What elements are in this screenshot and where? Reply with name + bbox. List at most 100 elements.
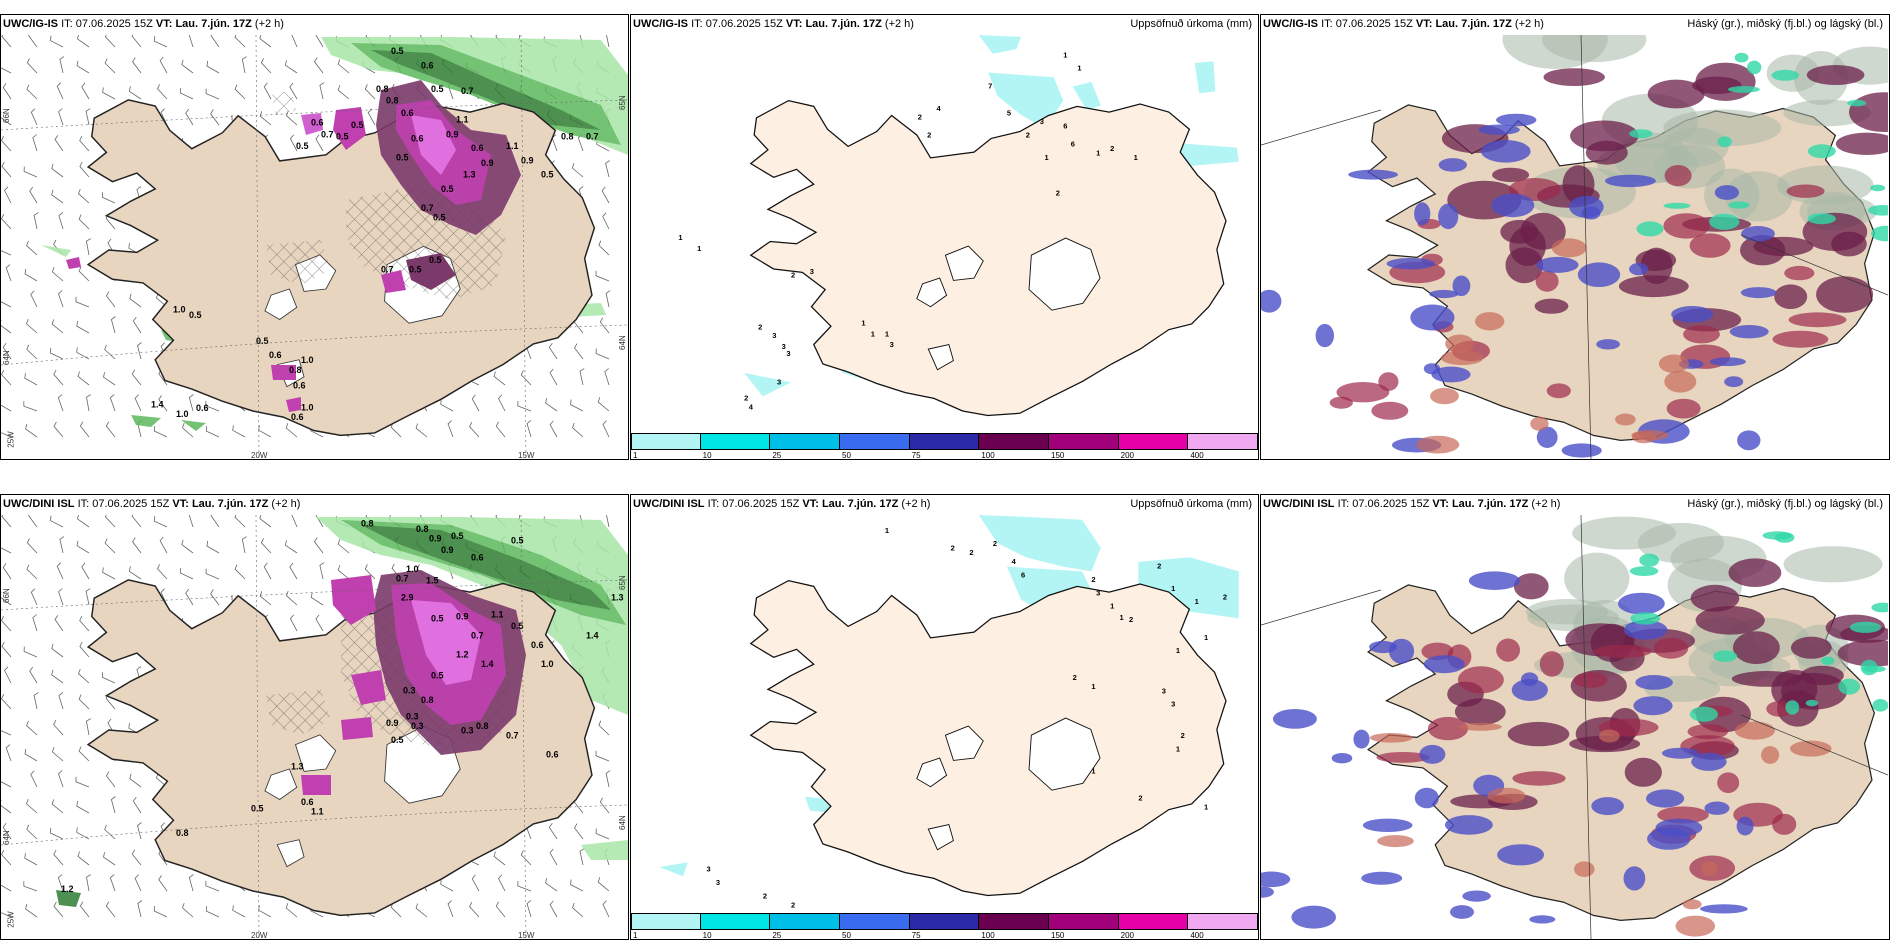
wind-barb (1, 111, 12, 126)
wind-barb (314, 57, 324, 74)
wind-barb (76, 801, 90, 814)
value-label: 1 (1195, 597, 1199, 606)
wind-barb (77, 515, 90, 528)
wind-barb (137, 342, 142, 360)
value-label: 0.6 (411, 133, 424, 143)
colorbar-tick: 100 (981, 931, 995, 940)
wind-barb (109, 874, 116, 892)
wind-barb (158, 875, 168, 892)
wind-barb (105, 421, 116, 438)
cloud-blob (1427, 716, 1469, 741)
cloud-blob (1546, 383, 1571, 399)
wind-barb (598, 240, 610, 256)
cloud-blob (1867, 205, 1888, 216)
grid-lines (1261, 35, 1888, 459)
cloud-blob (1734, 721, 1775, 740)
cloud-blob (1561, 443, 1602, 458)
wind-barb (232, 425, 246, 438)
cloud-blob (1497, 844, 1545, 866)
cloud-blob (1362, 818, 1413, 832)
value-label: 0.9 (429, 534, 442, 544)
value-label: 0.6 (311, 117, 324, 127)
wind-barb (33, 692, 39, 710)
cloud-blob (1535, 270, 1559, 292)
cloud-blob (1664, 165, 1692, 187)
wind-barb (128, 86, 142, 100)
wind-barb (1, 694, 12, 710)
wind-barb (58, 290, 64, 308)
wind-barb (155, 293, 168, 308)
wind-barb (574, 823, 584, 840)
lat-label-64: 64N (2, 830, 11, 845)
wind-barb (598, 720, 610, 736)
value-label: 2 (763, 891, 767, 900)
cloud-blob (1695, 62, 1756, 101)
wind-barb (2, 342, 12, 360)
wind-barb (76, 347, 90, 360)
colorbar-swatch (700, 913, 771, 930)
cloud-blob (1663, 213, 1710, 239)
wind-barb (153, 905, 168, 918)
wind-barb (25, 903, 38, 918)
wind-barb (53, 421, 64, 438)
wind-barb (26, 720, 38, 736)
wind-barb (131, 849, 142, 866)
value-label: 1.1 (491, 610, 504, 620)
wind-barb (26, 798, 38, 814)
wind-barb (545, 878, 558, 892)
cloud-blob (1785, 700, 1800, 715)
wind-barb (471, 394, 480, 412)
wind-barb (606, 515, 610, 528)
wind-barb (78, 746, 90, 762)
value-label: 3 (810, 267, 814, 276)
cloud-blob (1570, 120, 1639, 152)
wind-barb (517, 881, 532, 892)
cloud-blob (1376, 752, 1430, 763)
cloud-blob (1700, 904, 1748, 914)
value-label: 0.6 (421, 60, 434, 70)
value-label: 2 (1091, 575, 1095, 584)
cloud-blob (1623, 620, 1668, 640)
value-label: 1.0 (173, 304, 186, 314)
wind-barb (5, 744, 12, 762)
cloud-blob (1761, 746, 1780, 764)
value-label: 0.6 (196, 403, 209, 413)
wind-barb (493, 371, 506, 386)
value-label: 0.5 (391, 46, 404, 56)
wind-barb (105, 771, 116, 788)
wind-barb (599, 317, 610, 334)
wind-barb (241, 56, 247, 74)
wind-barb (572, 422, 584, 438)
precip-green (41, 37, 628, 431)
cloud-blob (1569, 735, 1641, 753)
wind-barb (28, 515, 38, 528)
wind-barb (79, 421, 90, 438)
wind-barb (51, 319, 64, 334)
wind-barb (495, 421, 506, 438)
wind-barb (1, 250, 12, 256)
value-label: 2 (918, 113, 922, 122)
wind-barb (258, 425, 272, 438)
wind-barb (1, 161, 12, 178)
wind-barb (1, 136, 12, 152)
value-label: 0.7 (421, 203, 434, 213)
cloud-blob (1431, 366, 1471, 383)
value-label: 0.3 (461, 726, 474, 736)
value-label: 1.2 (61, 884, 74, 894)
wind-barb (104, 515, 116, 528)
value-label: 2 (744, 394, 748, 403)
cloud-blob (1261, 289, 1282, 313)
cloud-blob (1871, 602, 1888, 613)
wind-barb (30, 588, 38, 606)
colorbar-swatch (631, 913, 701, 930)
wind-barb (79, 161, 90, 178)
wind-barb (51, 189, 64, 204)
value-label: 0.6 (546, 749, 559, 759)
value-label: 1.2 (456, 650, 469, 660)
wind-barb (30, 108, 38, 126)
cloud-blob (1414, 202, 1431, 226)
cloud-blob (1630, 612, 1661, 625)
lon-label-25: 25W (6, 431, 16, 448)
wind-barb (159, 56, 168, 74)
